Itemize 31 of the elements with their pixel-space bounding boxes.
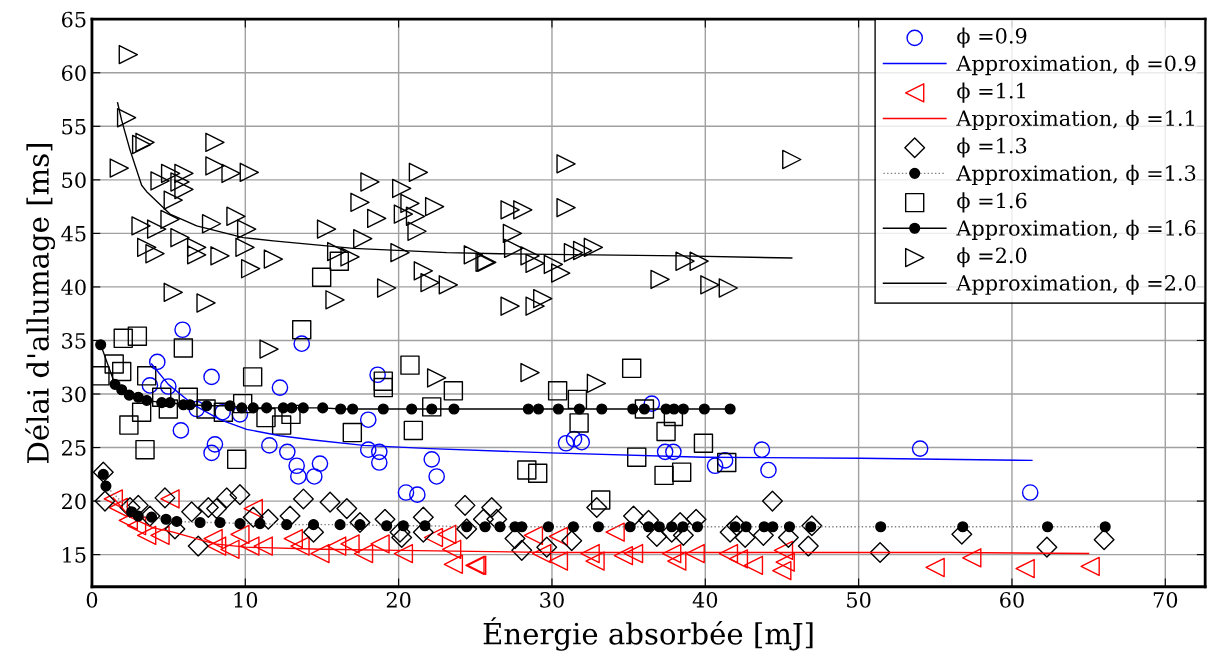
x-tick-label: 40 (692, 591, 718, 608)
y-tick-label: 15 (63, 547, 86, 563)
x-tick-label: 60 (1000, 591, 1024, 608)
y-tick-label: 30 (62, 386, 86, 403)
y-tick-label: 20 (62, 493, 86, 510)
y-tick-label: 35 (62, 332, 86, 349)
x-tick-label: 50 (847, 591, 871, 608)
legend-label: ϕ =0.9 (957, 27, 1027, 48)
y-tick-label: 45 (61, 225, 86, 242)
x-tick-label: 0 (86, 591, 98, 608)
legend-label: Approximation, ϕ =1.1 (956, 109, 1194, 131)
y-tick-label: 60 (61, 65, 86, 81)
legend-label: Approximation, ϕ =0.9 (956, 55, 1196, 76)
legend-label: ϕ =2.0 (957, 247, 1027, 268)
y-tick-label: 25 (62, 440, 86, 456)
y-tick-label: 50 (62, 172, 86, 189)
legend-label: Approximation, ϕ =2.0 (956, 274, 1196, 295)
y-tick-label: 65 (61, 11, 86, 28)
y-tick-label: 40 (61, 279, 86, 296)
legend-label: Approximation, ϕ =1.6 (956, 219, 1196, 240)
legend-label: ϕ =1.1 (957, 82, 1025, 103)
y-tick-label: 55 (62, 119, 86, 135)
x-tick-label: 70 (1153, 591, 1178, 608)
legend-label: ϕ =1.3 (957, 137, 1027, 158)
legend-label: ϕ =1.6 (957, 192, 1027, 213)
x-tick-label: 10 (234, 591, 258, 608)
x-tick-label: 20 (386, 591, 411, 608)
y-axis-title: Délai d'allumage [ms] (25, 143, 56, 463)
x-axis-title: Énergie absorbée [mJ] (483, 617, 813, 651)
legend-label: Approximation, ϕ =1.3 (956, 164, 1196, 185)
x-tick-label: 30 (540, 591, 564, 608)
